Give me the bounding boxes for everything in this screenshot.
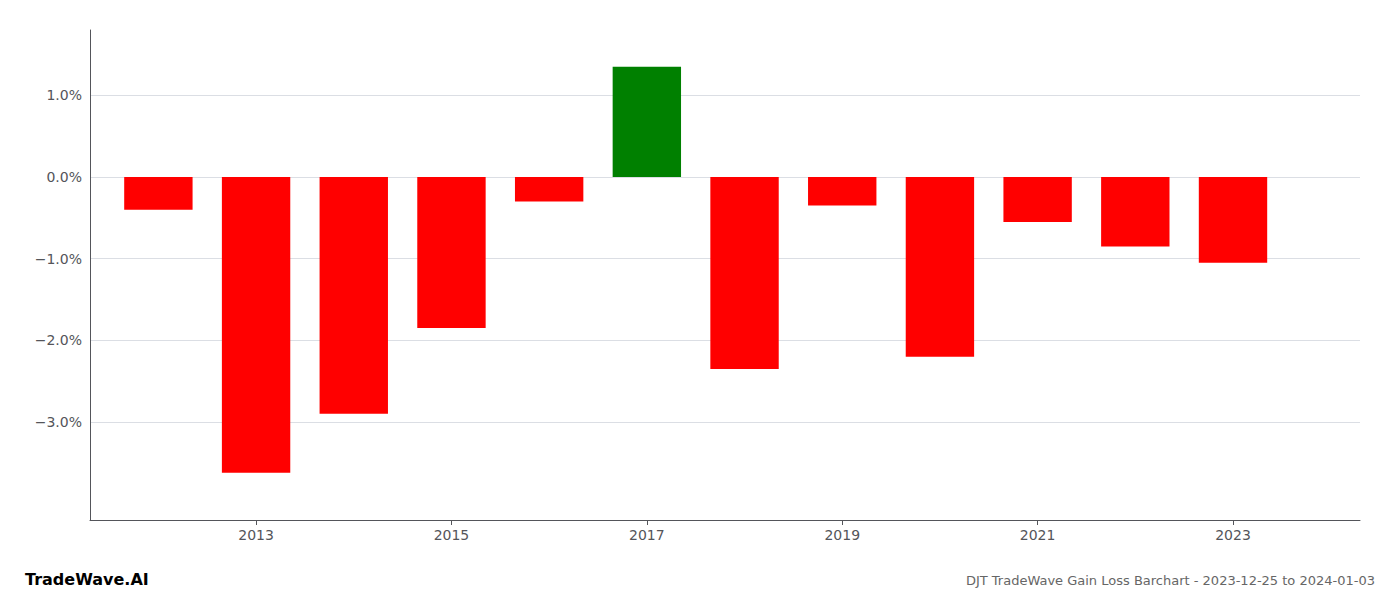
svg-text:2017: 2017	[629, 527, 665, 543]
svg-text:2023: 2023	[1215, 527, 1251, 543]
svg-text:2015: 2015	[434, 527, 470, 543]
svg-text:−1.0%: −1.0%	[35, 251, 82, 267]
svg-text:−2.0%: −2.0%	[35, 332, 82, 348]
svg-text:−3.0%: −3.0%	[35, 414, 82, 430]
svg-text:TradeWave.AI: TradeWave.AI	[25, 570, 149, 589]
svg-text:2013: 2013	[238, 527, 274, 543]
svg-text:2021: 2021	[1020, 527, 1056, 543]
svg-text:2019: 2019	[824, 527, 860, 543]
svg-text:DJT TradeWave Gain Loss Barcha: DJT TradeWave Gain Loss Barchart - 2023-…	[966, 573, 1375, 588]
svg-text:1.0%: 1.0%	[46, 87, 82, 103]
svg-text:0.0%: 0.0%	[46, 169, 82, 185]
